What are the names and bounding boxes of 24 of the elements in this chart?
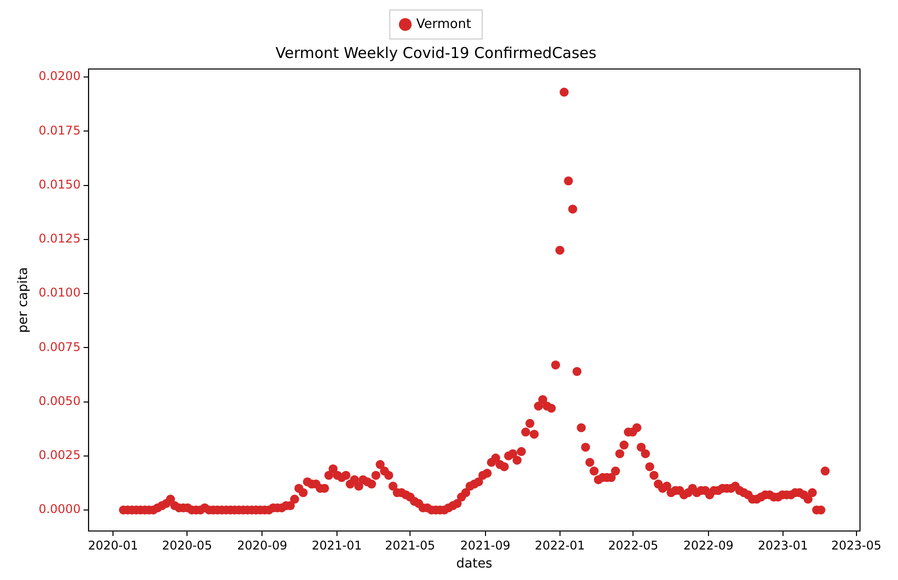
x-tick-label: 2020-05 — [162, 538, 212, 552]
x-tick-label: 2020-01 — [88, 538, 138, 552]
x-tick-label: 2022-09 — [683, 538, 734, 552]
x-tick-label: 2021-05 — [385, 538, 436, 552]
chart-title: Vermont Weekly Covid-19 ConfirmedCases — [276, 44, 597, 62]
y-tick-label: 0.0175 — [38, 123, 81, 138]
y-tick-label: 0.0200 — [38, 69, 81, 84]
x-axis-title: dates — [456, 556, 493, 572]
y-axis-title: per capita — [16, 267, 32, 333]
x-tick-label: 2023-05 — [831, 538, 882, 552]
x-tick-label: 2020-09 — [237, 538, 288, 552]
y-tick-label: 0.0125 — [38, 232, 81, 246]
y-tick-label: 0.0025 — [38, 448, 81, 462]
x-tick-label: 2021-09 — [460, 538, 510, 552]
y-tick-label: 0.0100 — [38, 286, 81, 300]
y-tick-label: 0.0150 — [38, 177, 81, 192]
x-tick-label: 2023-01 — [758, 538, 808, 552]
y-tick-label: 0.0050 — [38, 394, 81, 408]
y-tick-label: 0.0000 — [38, 502, 81, 516]
x-tick-label: 2022-05 — [608, 538, 658, 552]
legend-label: Vermont — [416, 16, 472, 32]
y-tick-label: 0.0075 — [38, 340, 81, 354]
x-tick-label: 2022-01 — [534, 538, 585, 552]
x-tick-label: 2021-01 — [312, 538, 362, 552]
